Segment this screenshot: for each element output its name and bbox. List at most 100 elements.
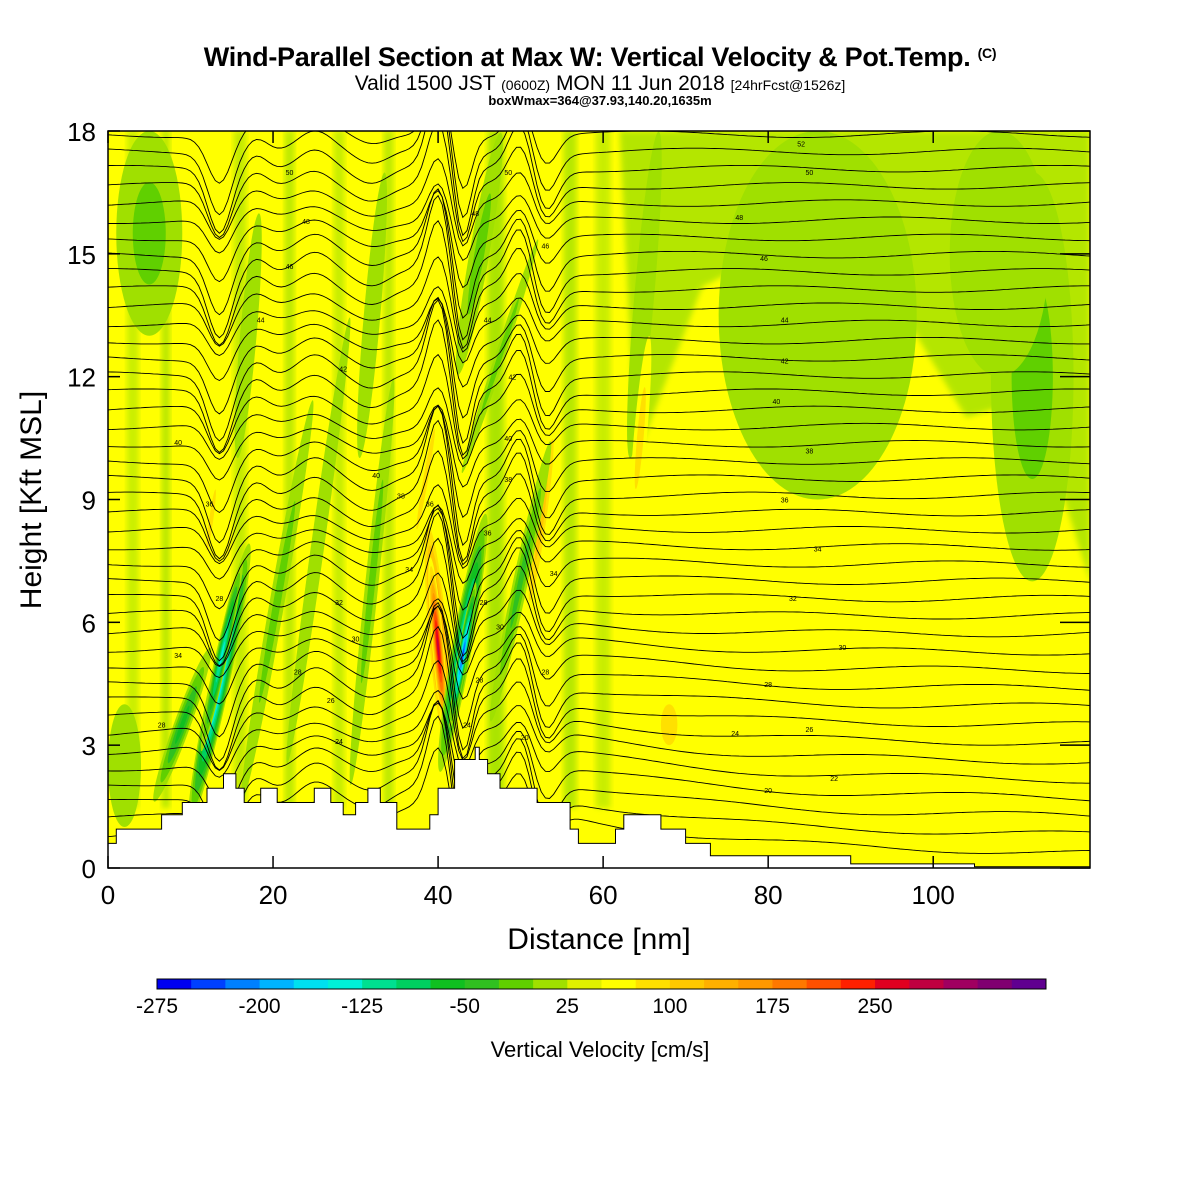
isentrope-line [108,625,1090,771]
contour-label: 50 [504,170,512,177]
colorbar-swatch [157,979,192,989]
x-tick-label: 40 [424,880,453,910]
contour-label: 20 [764,788,772,795]
contour-label: 22 [830,776,838,783]
contour-label: 30 [352,637,360,644]
colorbar-swatch [943,979,979,989]
colorbar-tick-label: -275 [136,995,178,1018]
contour-label: 34 [174,653,182,660]
isentrope-line [108,405,1090,518]
box-info-line: boxWmax=364@37.93,140.20,1635m [488,93,712,108]
contour-label: 28 [475,678,483,685]
colorbar-swatch [225,979,261,989]
contour-label: 48 [302,219,310,226]
velocity-core [731,614,773,713]
velocity-core [286,317,351,764]
contour-label: 30 [839,645,847,652]
contour-label: 50 [286,170,294,177]
isentrope-line [108,299,1090,444]
y-tick-label: 0 [82,854,96,884]
contour-label: 34 [814,547,822,554]
x-tick-label: 60 [589,880,618,910]
contour-label: 28 [480,600,488,607]
velocity-stripe [161,131,170,808]
isentrope-line [108,450,1090,566]
contour-label: 46 [760,256,768,263]
colorbar-label: Vertical Velocity [cm/s] [491,1037,710,1062]
isentrope-line [108,598,1090,679]
isentrope-line [108,605,1090,705]
colorbar-tick-label: 100 [652,995,687,1018]
velocity-core [480,297,520,415]
isentrope-line [108,404,1090,488]
isentrope-line [108,405,1090,546]
isentrope-line [108,601,1090,738]
valid-prefix: Valid 1500 JST [354,72,496,95]
contour-label: 40 [504,436,512,443]
contour-label: 36 [206,502,214,509]
isentrope-line [108,689,1090,778]
contour-label: 36 [426,502,434,509]
colorbar-tick-label: -200 [239,995,281,1018]
contour-label: 36 [781,498,789,505]
isentrope-line [108,659,1090,771]
contour-label: 44 [781,317,789,324]
velocity-core [218,641,225,669]
isentrope-line [108,131,1090,219]
y-tick-label: 18 [67,117,96,147]
isentrope-line [108,700,1090,833]
isentrope-line [108,419,1090,562]
contour-label: 40 [372,473,380,480]
colorbar-swatch [362,979,397,989]
contour-label: 40 [773,399,781,406]
contour-label: 52 [797,141,805,148]
isentrope-line [108,188,1090,319]
terrain-mask [108,746,1090,868]
colorbar-swatch [704,979,739,989]
colorbar-swatch [601,979,637,989]
isentrope-line [108,699,1090,862]
contour-label: 24 [335,739,343,746]
contour-label: 46 [541,244,549,251]
y-tick-label: 9 [82,486,96,516]
contour-label: 24 [463,723,471,730]
colorbar-swatch [772,979,808,989]
colorbar-swatch [840,979,876,989]
contour-labels: 50 48 46 44 42 40 40 38 36 28 34 28 32 30 28 26 24 34 36 50… [158,141,847,795]
contour-label: 38 [806,448,814,455]
velocity-stripe [595,131,611,808]
colorbar-swatch [430,979,466,989]
x-axis-label: Distance [nm] [507,923,690,956]
x-axis: 0 20 40 60 80 100 [101,131,955,910]
isentrope-line [108,296,1090,419]
colorbar-tick-label: 175 [755,995,790,1018]
colorbar-tick-label: -50 [450,995,480,1018]
velocity-stripe [487,131,505,808]
velocity-core [175,705,190,744]
isentrope-line [108,387,1090,468]
x-tick-label: 100 [912,880,955,910]
velocity-stripe [233,131,247,808]
contour-label: 34 [405,567,413,574]
isentrope-line [108,220,1090,350]
colorbar-tick-label: -125 [341,995,383,1018]
velocity-core [467,193,492,315]
contour-label: 44 [257,317,265,324]
isentrope-line [108,131,1090,237]
colorbar-swatch [498,979,534,989]
y-tick-label: 15 [67,240,96,270]
isentrope-line [108,194,1090,341]
contour-label: 24 [731,731,739,738]
velocity-stripe [333,131,345,808]
contour-label: 38 [397,493,405,500]
velocity-core [108,704,142,828]
contour-label: 40 [174,440,182,447]
chart-title: Wind-Parallel Section at Max W: Vertical… [0,42,1200,73]
contour-label: 44 [484,317,492,324]
colorbar-tick-label: 25 [556,995,579,1018]
colorbar-swatch [191,979,226,989]
isentrope-lines [108,131,1090,868]
contour-label: 32 [789,596,797,603]
contour-label: 38 [504,477,512,484]
